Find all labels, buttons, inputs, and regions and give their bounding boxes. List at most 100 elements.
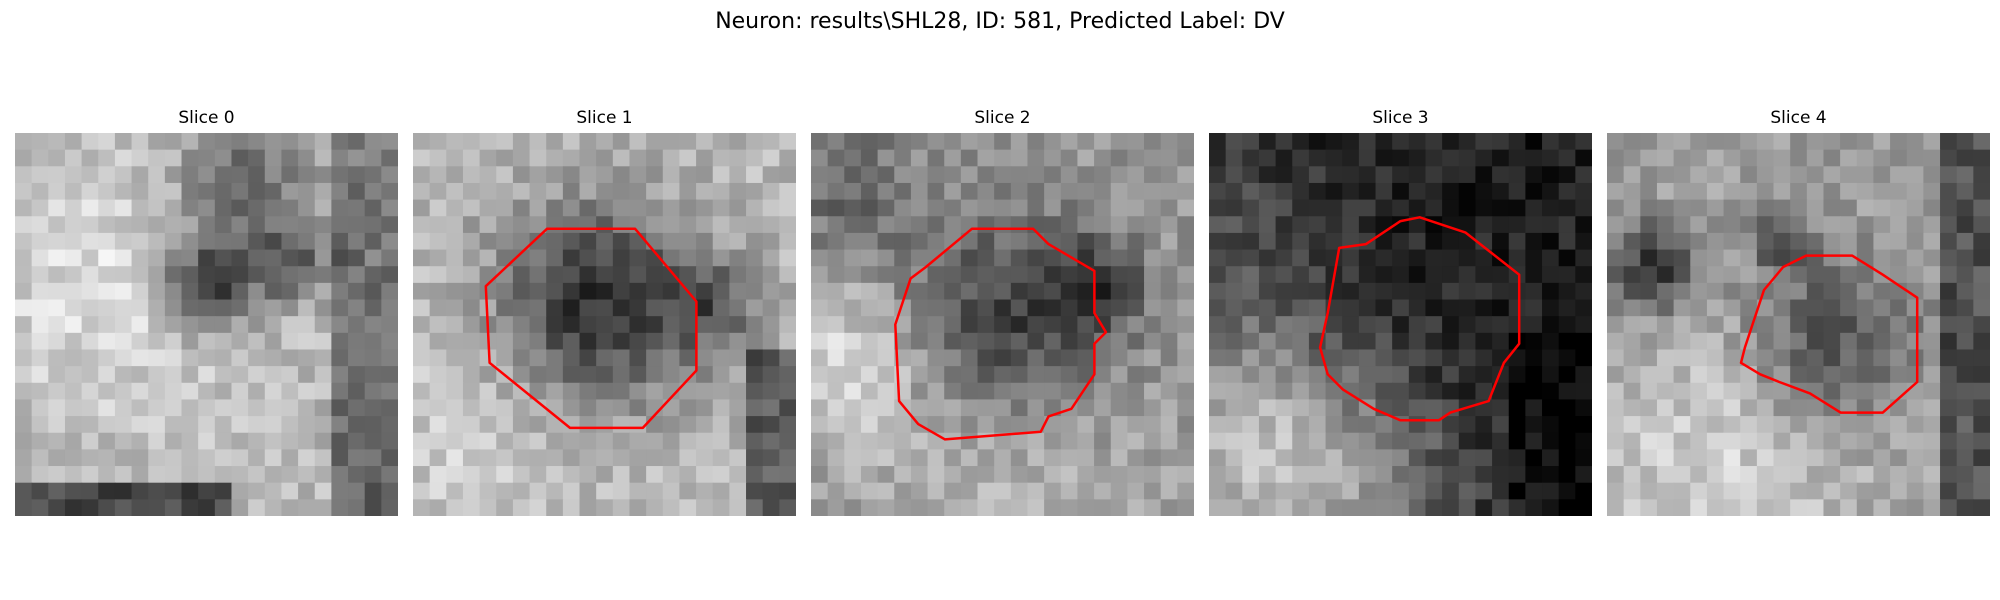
image-pixel: [298, 249, 316, 267]
image-pixel: [231, 182, 249, 201]
image-pixel: [413, 266, 431, 284]
image-pixel: [910, 316, 929, 334]
image-pixel: [81, 366, 99, 384]
image-pixel: [1110, 266, 1128, 284]
image-pixel: [1077, 466, 1095, 484]
image-pixel: [877, 366, 895, 384]
image-pixel: [612, 482, 631, 500]
image-pixel: [1906, 249, 1924, 267]
image-pixel: [596, 133, 614, 151]
image-pixel: [1475, 332, 1493, 351]
image-pixel: [331, 199, 349, 217]
image-pixel: [1209, 249, 1227, 267]
image-pixel: [462, 299, 481, 317]
image-pixel: [1044, 182, 1062, 201]
image-pixel: [1209, 366, 1227, 384]
image-pixel: [1442, 399, 1460, 417]
image-pixel: [1558, 182, 1576, 201]
image-pixel: [462, 366, 481, 384]
image-pixel: [1275, 232, 1293, 251]
image-pixel: [1906, 232, 1924, 251]
image-pixel: [1673, 499, 1691, 516]
image-pixel: [562, 399, 581, 417]
image-pixel: [529, 182, 547, 201]
image-pixel: [1308, 316, 1327, 334]
image-pixel: [1542, 432, 1560, 450]
image-pixel: [496, 249, 514, 267]
figure-title: Neuron: results\SHL28, ID: 581, Predicte…: [715, 9, 1285, 34]
image-pixel: [214, 216, 233, 234]
image-pixel: [746, 349, 764, 367]
image-pixel: [1010, 149, 1029, 167]
image-pixel: [1575, 166, 1592, 184]
image-pixel: [1806, 249, 1825, 267]
image-pixel: [446, 182, 464, 201]
image-pixel: [1225, 282, 1243, 301]
image-pixel: [994, 382, 1012, 401]
image-pixel: [662, 332, 681, 351]
image-pixel: [1094, 466, 1112, 484]
image-pixel: [844, 316, 862, 334]
image-pixel: [381, 149, 398, 167]
image-pixel: [348, 249, 366, 267]
image-pixel: [1706, 499, 1725, 516]
image-pixel: [1094, 416, 1112, 434]
image-pixel: [314, 282, 332, 301]
image-pixel: [264, 416, 283, 434]
image-pixel: [1225, 232, 1243, 251]
image-pixel: [1392, 199, 1410, 217]
image-pixel: [1209, 199, 1227, 217]
image-pixel: [1392, 282, 1410, 301]
image-pixel: [1242, 299, 1260, 317]
image-pixel: [496, 316, 514, 334]
image-pixel: [994, 249, 1012, 267]
image-pixel: [248, 133, 266, 151]
image-pixel: [331, 149, 349, 167]
image-pixel: [148, 399, 166, 417]
image-pixel: [1177, 466, 1194, 484]
image-pixel: [1640, 249, 1658, 267]
image-pixel: [479, 432, 497, 450]
image-pixel: [1292, 216, 1310, 234]
image-pixel: [1375, 166, 1393, 184]
image-pixel: [1225, 149, 1243, 167]
image-pixel: [298, 266, 316, 284]
image-pixel: [1358, 166, 1377, 184]
image-pixel: [1723, 382, 1741, 401]
image-pixel: [1607, 399, 1625, 417]
image-pixel: [48, 282, 66, 301]
image-pixel: [1458, 266, 1477, 284]
image-pixel: [729, 499, 747, 516]
image-pixel: [1375, 249, 1393, 267]
image-pixel: [381, 332, 398, 351]
image-pixel: [331, 399, 349, 417]
image-pixel: [1706, 216, 1725, 234]
image-pixel: [1575, 466, 1592, 484]
image-pixel: [48, 249, 66, 267]
image-pixel: [679, 266, 697, 284]
image-pixel: [1773, 166, 1791, 184]
image-pixel: [281, 366, 299, 384]
image-pixel: [1425, 266, 1443, 284]
image-pixel: [1756, 149, 1775, 167]
image-pixel: [98, 299, 116, 317]
image-pixel: [1060, 349, 1079, 367]
image-pixel: [1160, 366, 1178, 384]
image-pixel: [1292, 299, 1310, 317]
image-pixel: [1706, 282, 1725, 301]
image-pixel: [114, 282, 133, 301]
image-pixel: [446, 133, 464, 151]
image-pixel: [1823, 382, 1841, 401]
image-pixel: [877, 482, 895, 500]
image-pixel: [381, 499, 398, 516]
image-pixel: [1127, 216, 1145, 234]
image-pixel: [1790, 399, 1808, 417]
image-pixel: [1575, 182, 1592, 201]
image-pixel: [827, 482, 845, 500]
image-pixel: [298, 466, 316, 484]
image-pixel: [81, 149, 99, 167]
image-pixel: [1258, 432, 1277, 450]
image-pixel: [546, 182, 564, 201]
image-pixel: [1292, 266, 1310, 284]
image-pixel: [1773, 149, 1791, 167]
